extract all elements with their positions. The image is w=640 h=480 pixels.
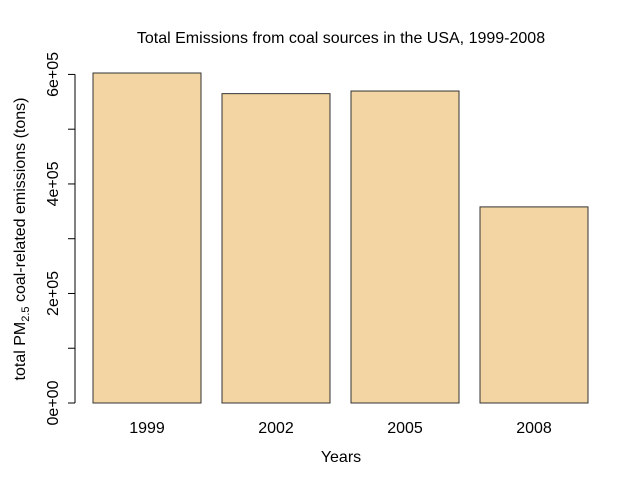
x-tick-label-1999: 1999 (129, 420, 165, 437)
y-axis: 0e+00 2e+05 4e+05 6e+05 (45, 52, 76, 425)
y-axis-label-subscript: 2.5 (20, 306, 32, 321)
bar-2002 (221, 93, 331, 404)
bar-2008 (479, 206, 589, 404)
bar-2005 (350, 90, 460, 404)
y-tick-label: 2e+05 (45, 271, 62, 316)
y-tick-label: 0e+00 (45, 380, 62, 425)
y-tick-label: 4e+05 (45, 161, 62, 206)
bar-1999 (92, 72, 202, 404)
x-axis-label: Years (321, 449, 361, 466)
y-axis-label-suffix: coal-related emissions (tons) (12, 98, 29, 307)
chart-title: Total Emissions from coal sources in the… (137, 30, 545, 47)
y-tick-label: 6e+05 (45, 52, 62, 97)
x-tick-label-2008: 2008 (516, 420, 552, 437)
bars-group (92, 72, 589, 404)
x-tick-label-2005: 2005 (387, 420, 423, 437)
x-tick-labels: 1999 2002 2005 2008 (129, 420, 552, 437)
y-axis-label: total PM2.5 coal-related emissions (tons… (12, 98, 32, 381)
y-axis-label-prefix: total PM (12, 322, 29, 381)
x-tick-label-2002: 2002 (258, 420, 294, 437)
